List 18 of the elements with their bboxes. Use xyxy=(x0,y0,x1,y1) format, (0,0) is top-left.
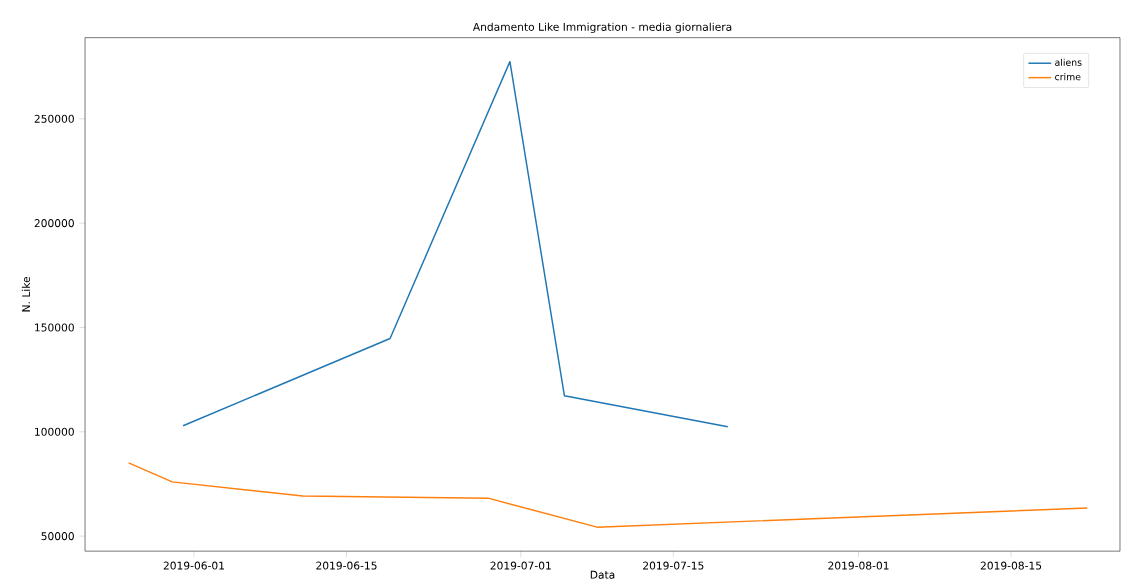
legend-label: crime xyxy=(1055,73,1081,81)
x-tick-label: 2019-08-01 xyxy=(828,561,889,570)
line-series xyxy=(182,60,729,428)
y-tick-label: 50000 xyxy=(41,532,74,541)
y-axis-title: N. Like xyxy=(21,276,31,312)
x-tick-label: 2019-07-15 xyxy=(643,561,704,570)
x-tick-label: 2019-06-01 xyxy=(163,561,224,570)
x-axis-title: Data xyxy=(590,570,615,579)
y-tick-label: 100000 xyxy=(35,427,74,436)
x-tick-label: 2019-08-15 xyxy=(980,561,1042,570)
x-tick-label: 2019-07-01 xyxy=(490,561,551,570)
y-tick-label: 150000 xyxy=(35,323,74,332)
line-series xyxy=(127,462,1089,528)
y-tick-label: 200000 xyxy=(34,219,74,228)
y-tick-label: 250000 xyxy=(34,114,74,123)
x-tick-label: 2019-06-15 xyxy=(316,561,377,570)
legend-label: aliens xyxy=(1055,58,1082,66)
chart-title: Andamento Like Immigration - media giornaliera xyxy=(472,22,732,33)
